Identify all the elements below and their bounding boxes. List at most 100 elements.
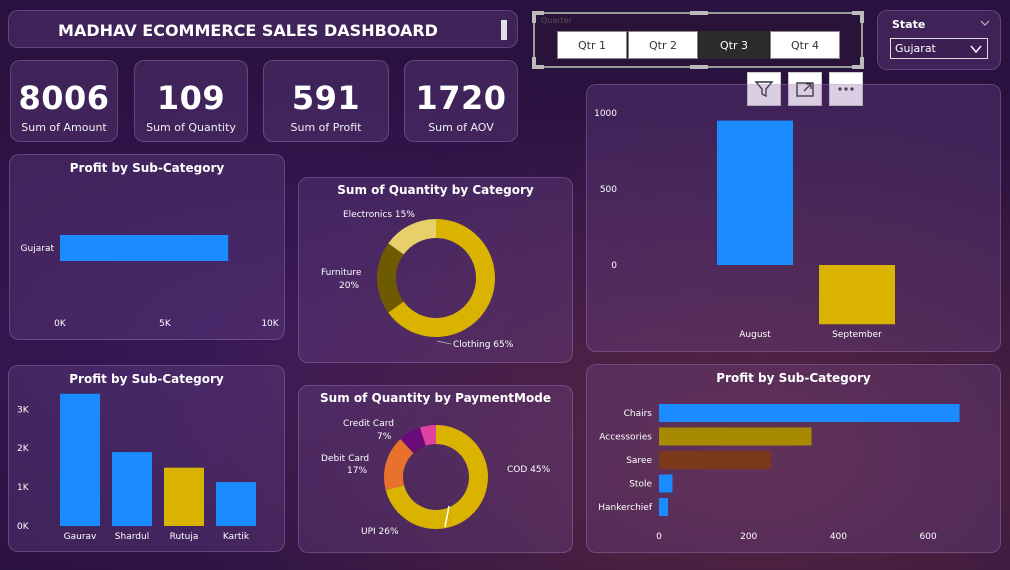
more-options-icon	[838, 87, 854, 91]
payment-donut-card: Sum of Quantity by PaymentMode COD 45% UP…	[298, 385, 573, 553]
customer-profit-chart-card: Profit by Sub-Category Gaurav Shardul Rutu…	[8, 365, 285, 552]
kpi-value: 109	[156, 79, 226, 117]
x-tick-label: 10K	[261, 319, 279, 329]
bar	[60, 235, 229, 261]
kpi-value: 1720	[415, 79, 507, 117]
slicer-option-qtr3[interactable]: Qtr 3	[699, 31, 769, 59]
category-label: Stole	[629, 480, 652, 490]
donut-slice	[388, 219, 495, 337]
chart-title: Sum of Quantity by Category	[337, 183, 534, 197]
kpi-card-amount: 8006 Sum of Amount	[10, 60, 118, 142]
filter-button[interactable]	[747, 72, 781, 106]
leader-line	[436, 340, 452, 345]
x-tick-label: August	[739, 330, 771, 340]
y-tick-label: 0K	[17, 522, 30, 532]
more-options-button[interactable]	[829, 72, 863, 106]
resize-handle[interactable]	[860, 11, 864, 23]
slice-label: Credit Card	[343, 419, 394, 429]
kpi-label: Sum of Quantity	[146, 121, 236, 134]
slice-label: 7%	[377, 432, 392, 442]
slice-label: Furniture	[321, 268, 362, 278]
quarter-slicer[interactable]: Quarter Qtr 1 Qtr 2 Qtr 3 Qtr 4	[532, 11, 864, 69]
chevron-down-icon[interactable]	[980, 19, 990, 27]
kpi-card-quantity: 109 Sum of Quantity	[134, 60, 248, 142]
bar	[659, 404, 960, 422]
slice-label: Debit Card	[321, 454, 369, 464]
x-tick-label: 0K	[54, 319, 67, 329]
donut-slice	[385, 485, 453, 529]
resize-handle[interactable]	[532, 57, 536, 69]
slicer-option-qtr4[interactable]: Qtr 4	[770, 31, 840, 59]
resize-handle[interactable]	[532, 65, 544, 69]
chevron-down-icon	[970, 45, 982, 54]
slicer-option-qtr1[interactable]: Qtr 1	[557, 31, 627, 59]
filter-icon	[754, 81, 774, 98]
month-profit-chart-card: August September 1000 500 0	[586, 84, 1001, 352]
kpi-value: 8006	[18, 79, 110, 117]
chart-title: Profit by Sub-Category	[69, 372, 224, 386]
state-profit-chart-card: Profit by Sub-Category Gujarat 0K 5K 10K	[9, 154, 285, 340]
donut-slice	[400, 427, 426, 453]
bar	[164, 467, 204, 526]
bar	[112, 452, 152, 526]
x-tick-label: 200	[740, 532, 757, 542]
resize-handle[interactable]	[690, 65, 708, 69]
slice-label: Electronics 15%	[343, 210, 415, 220]
x-tick-label: Gaurav	[64, 532, 97, 542]
kpi-label: Sum of AOV	[428, 121, 494, 134]
x-tick-label: 5K	[159, 319, 172, 329]
slice-label: Clothing 65%	[453, 340, 514, 350]
x-tick-label: September	[832, 330, 882, 340]
resize-handle[interactable]	[860, 57, 864, 69]
state-slicer: State Gujarat	[877, 10, 1001, 70]
slice-label: 20%	[339, 281, 359, 291]
kpi-card-profit: 591 Sum of Profit	[263, 60, 389, 142]
state-dropdown[interactable]: Gujarat	[890, 38, 988, 59]
donut-slice	[419, 425, 436, 446]
chart-title: Profit by Sub-Category	[69, 161, 225, 175]
kpi-card-aov: 1720 Sum of AOV	[404, 60, 518, 142]
bar	[717, 120, 793, 265]
bar	[216, 482, 256, 526]
resize-handle[interactable]	[532, 11, 536, 23]
subcategory-profit-chart-card: Profit by Sub-Category Chairs Accessories…	[586, 364, 1001, 553]
slice-label: 17%	[347, 466, 367, 476]
bar	[659, 451, 772, 469]
quarter-slicer-options: Qtr 1 Qtr 2 Qtr 3 Qtr 4	[557, 31, 847, 59]
state-slicer-title: State	[892, 18, 926, 31]
customer-profit-chart: Gaurav Shardul Rutuja Kartik 0K 1K 2K 3K	[17, 393, 256, 542]
resize-handle[interactable]	[852, 65, 864, 69]
dashboard-header: MADHAV ECOMMERCE SALES DASHBOARD	[8, 10, 518, 48]
state-profit-chart: Gujarat 0K 5K 10K	[21, 235, 280, 329]
category-label: Hankerchief	[598, 503, 653, 513]
state-dropdown-value: Gujarat	[895, 42, 936, 55]
slice-label: UPI 26%	[361, 527, 399, 537]
bar	[819, 265, 895, 325]
x-tick-label: 400	[830, 532, 847, 542]
quarter-slicer-title: Quarter	[541, 16, 572, 25]
y-tick-label: 1K	[17, 483, 30, 493]
category-label: Saree	[626, 456, 652, 466]
resize-handle[interactable]	[532, 11, 544, 15]
category-donut-card: Sum of Quantity by Category Clothing 65%…	[298, 177, 573, 363]
focus-mode-button[interactable]	[788, 72, 822, 106]
kpi-label: Sum of Profit	[290, 121, 362, 134]
y-tick-label: 0	[611, 261, 617, 271]
category-donut-chart: Clothing 65% Furniture 20% Electronics 15%	[321, 210, 514, 350]
resize-handle[interactable]	[852, 11, 864, 15]
bar	[659, 474, 673, 493]
category-label: Chairs	[624, 409, 653, 419]
donut-slice	[377, 243, 404, 313]
y-tick-label: 1000	[594, 109, 617, 119]
category-label: Accessories	[599, 433, 652, 443]
y-tick-label: 3K	[17, 405, 30, 415]
header-marker	[501, 20, 507, 40]
resize-handle[interactable]	[690, 11, 708, 15]
slice-divider	[444, 505, 450, 528]
bar	[659, 427, 812, 446]
slicer-option-qtr2[interactable]: Qtr 2	[628, 31, 698, 59]
subcategory-profit-chart: Chairs Accessories Saree Stole Hankerchief 0 2…	[598, 404, 960, 542]
month-profit-chart: August September 1000 500 0	[594, 109, 895, 340]
page-title: MADHAV ECOMMERCE SALES DASHBOARD	[58, 21, 438, 40]
donut-slice	[388, 219, 436, 255]
